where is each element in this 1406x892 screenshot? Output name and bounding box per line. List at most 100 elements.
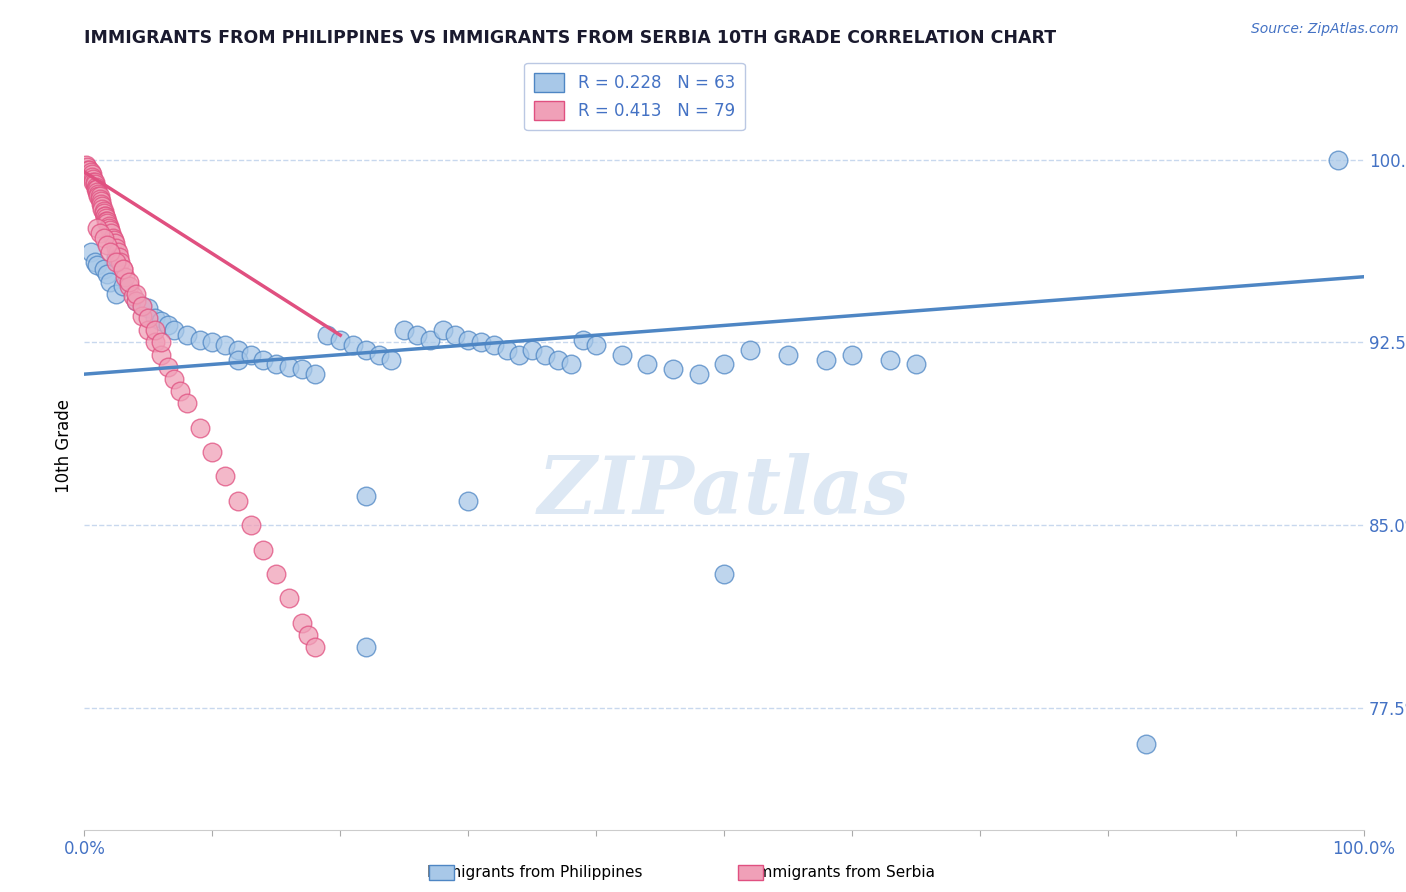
Point [93, 262, 115, 277]
Point [103, 233, 125, 247]
Point [131, 299, 153, 313]
Point [86, 258, 108, 272]
Point [91, 199, 114, 213]
Point [124, 294, 146, 309]
Point [98, 245, 121, 260]
Point [83, 178, 105, 192]
Point [79, 162, 101, 177]
Text: ZIPatlas: ZIPatlas [538, 453, 910, 531]
Point [96, 216, 118, 230]
Text: Immigrants from Philippines: Immigrants from Philippines [426, 865, 643, 880]
Point [432, 323, 454, 337]
Text: IMMIGRANTS FROM PHILIPPINES VS IMMIGRANTS FROM SERBIA 10TH GRADE CORRELATION CHA: IMMIGRANTS FROM PHILIPPINES VS IMMIGRANT… [84, 29, 1056, 47]
Point [96, 238, 118, 252]
Point [138, 323, 160, 337]
Point [108, 250, 131, 264]
Point [201, 335, 224, 350]
Point [87, 189, 110, 203]
Point [188, 333, 211, 347]
Point [176, 396, 198, 410]
Point [367, 348, 389, 362]
Point [82, 175, 104, 189]
Point [214, 338, 236, 352]
Point [124, 286, 146, 301]
Point [636, 358, 658, 372]
Text: Immigrants from Serbia: Immigrants from Serbia [752, 865, 935, 880]
Point [226, 343, 249, 357]
Point [124, 294, 146, 309]
Point [419, 333, 441, 347]
Point [508, 348, 530, 362]
Point [495, 343, 517, 357]
Point [97, 221, 120, 235]
Point [105, 250, 128, 264]
Point [534, 348, 557, 362]
Point [226, 493, 249, 508]
Point [94, 213, 117, 227]
Point [239, 518, 262, 533]
Point [329, 333, 352, 347]
Point [252, 542, 274, 557]
Point [778, 348, 800, 362]
Legend: R = 0.228   N = 63, R = 0.413   N = 79: R = 0.228 N = 63, R = 0.413 N = 79 [524, 63, 745, 130]
Point [105, 255, 128, 269]
Point [89, 226, 111, 240]
Point [86, 182, 108, 196]
Point [560, 358, 582, 372]
Point [278, 359, 301, 374]
Point [84, 182, 107, 196]
Point [713, 566, 735, 581]
Point [90, 196, 112, 211]
Point [815, 352, 838, 367]
Point [354, 640, 377, 654]
Point [80, 168, 103, 182]
Point [107, 245, 129, 260]
Point [143, 335, 166, 350]
Point [83, 175, 105, 189]
Point [90, 194, 112, 209]
Point [264, 566, 288, 581]
Point [82, 172, 104, 186]
Point [547, 352, 569, 367]
Point [304, 367, 326, 381]
Point [80, 165, 103, 179]
Point [87, 186, 110, 201]
Point [80, 169, 103, 184]
Text: Source: ZipAtlas.com: Source: ZipAtlas.com [1251, 22, 1399, 37]
Point [93, 231, 115, 245]
Point [520, 343, 543, 357]
Point [77, 162, 100, 177]
Point [94, 211, 117, 226]
Point [342, 338, 364, 352]
Point [470, 335, 492, 350]
Point [150, 335, 173, 350]
Point [108, 255, 131, 269]
Point [156, 318, 179, 333]
Point [297, 628, 319, 642]
Point [143, 323, 166, 337]
Point [457, 333, 479, 347]
Point [83, 255, 105, 269]
Point [118, 275, 141, 289]
Point [1135, 737, 1157, 751]
Point [252, 352, 274, 367]
Point [100, 226, 122, 240]
Point [163, 323, 186, 337]
Point [163, 372, 186, 386]
Point [879, 352, 901, 367]
Point [122, 289, 145, 303]
Point [354, 489, 377, 503]
Point [394, 323, 416, 337]
Point [89, 189, 111, 203]
Point [80, 245, 103, 260]
Point [111, 262, 134, 277]
Point [111, 262, 134, 277]
Point [98, 275, 121, 289]
Point [93, 206, 115, 220]
Point [138, 301, 160, 316]
Point [131, 299, 153, 313]
Point [585, 338, 607, 352]
Point [482, 338, 505, 352]
Point [138, 311, 160, 326]
Point [201, 445, 224, 459]
